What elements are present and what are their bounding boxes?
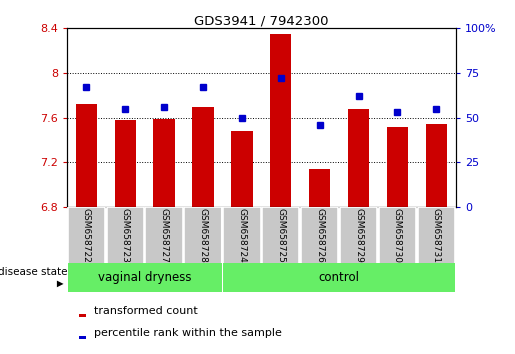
Text: disease state: disease state [0,267,67,277]
Bar [146,207,183,264]
Text: percentile rank within the sample: percentile rank within the sample [94,328,282,338]
Text: GSM658724: GSM658724 [237,208,246,263]
Text: GSM658728: GSM658728 [199,208,208,263]
Text: GSM658727: GSM658727 [160,208,168,263]
Text: GSM658730: GSM658730 [393,208,402,263]
Bar [184,207,221,264]
Bar [68,263,222,292]
Text: control: control [319,271,359,284]
Bar [418,207,455,264]
Bar [387,127,408,207]
Bar [153,119,175,207]
Bar [68,207,105,264]
Bar [107,207,144,264]
Text: GSM658731: GSM658731 [432,208,441,263]
Bar [79,336,86,339]
Bar [301,207,338,264]
Bar [379,207,416,264]
Text: GSM658725: GSM658725 [277,208,285,263]
Bar [262,207,299,264]
Text: GSM658726: GSM658726 [315,208,324,263]
Title: GDS3941 / 7942300: GDS3941 / 7942300 [194,14,329,27]
Text: GSM658722: GSM658722 [82,208,91,263]
Bar [192,107,214,207]
Bar [224,207,261,264]
Bar [76,104,97,207]
Bar [425,124,447,207]
Text: vaginal dryness: vaginal dryness [98,271,192,284]
Bar [309,169,331,207]
Bar [114,120,136,207]
Bar [224,263,455,292]
Text: GSM658729: GSM658729 [354,208,363,263]
Bar [348,109,369,207]
Bar [340,207,377,264]
Bar [270,34,291,207]
Bar [231,131,253,207]
Text: transformed count: transformed count [94,306,198,316]
Text: GSM658723: GSM658723 [121,208,130,263]
Bar [79,314,86,317]
